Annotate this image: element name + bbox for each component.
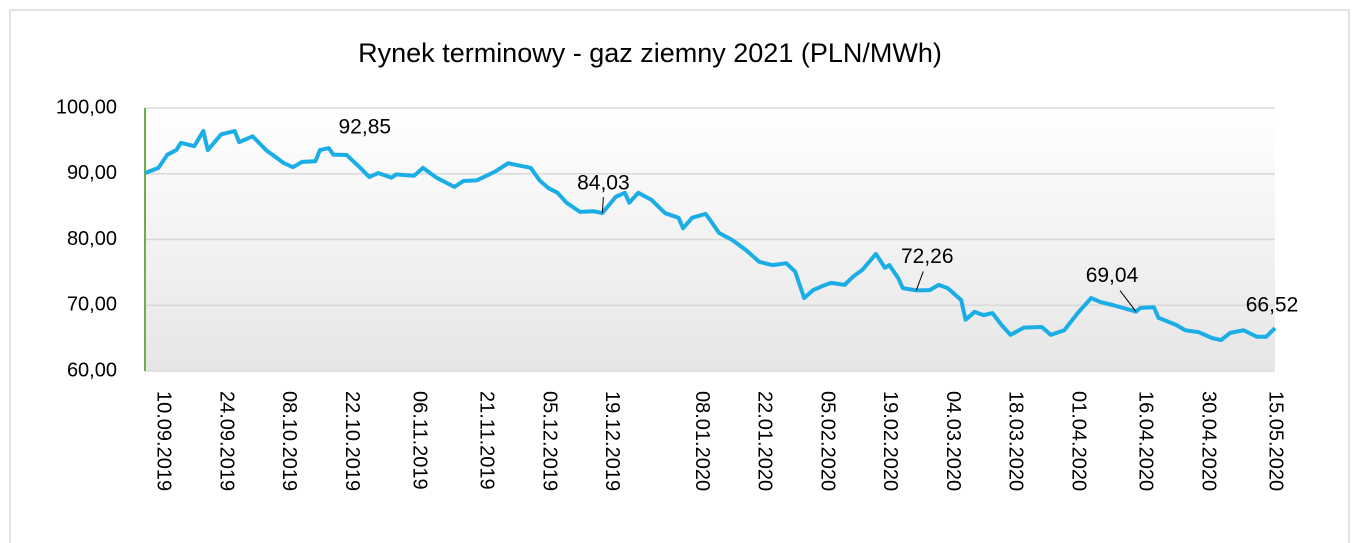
y-tick-label: 60,00 — [67, 359, 117, 381]
annotation-label: 84,03 — [577, 172, 630, 195]
y-tick-label: 100,00 — [56, 96, 117, 118]
annotation-leader — [601, 196, 604, 214]
x-tick-label: 05.02.2020 — [816, 391, 838, 491]
y-tick-label: 90,00 — [67, 162, 117, 184]
data-line — [144, 129, 1277, 343]
annotation-label: 92,85 — [339, 116, 392, 139]
annotation-label: 66,52 — [1246, 294, 1299, 317]
x-tick-label: 10.09.2019 — [153, 391, 175, 491]
annotation-leader — [1119, 290, 1137, 312]
x-tick-label: 22.01.2020 — [754, 391, 776, 491]
x-tick-label: 04.03.2020 — [942, 391, 964, 491]
x-tick-label: 19.02.2020 — [879, 391, 901, 491]
x-tick-label: 30.04.2020 — [1197, 391, 1219, 491]
annotation-label: 69,04 — [1086, 264, 1139, 287]
x-tick-label: 05.12.2019 — [538, 391, 560, 491]
x-tick-label: 22.10.2019 — [341, 391, 363, 491]
x-tick-label: 18.03.2020 — [1005, 391, 1027, 491]
chart-border — [9, 9, 1350, 543]
x-tick-label: 08.01.2020 — [691, 391, 713, 491]
x-tick-label: 08.10.2019 — [278, 391, 300, 491]
x-tick-label: 15.05.2020 — [1265, 391, 1287, 491]
x-tick-label: 16.04.2020 — [1135, 391, 1157, 491]
y-tick-label: 70,00 — [67, 294, 117, 316]
chart-title: Rynek terminowy - gaz ziemny 2021 (PLN/M… — [358, 38, 942, 68]
x-tick-label: 21.11.2019 — [476, 391, 498, 490]
annotation-leader — [915, 271, 924, 291]
x-tick-label: 01.04.2020 — [1067, 391, 1089, 491]
y-tick-label: 80,00 — [67, 228, 117, 250]
annotation-label: 72,26 — [901, 245, 954, 268]
x-tick-label: 24.09.2019 — [215, 391, 237, 491]
x-tick-label: 06.11.2019 — [408, 391, 430, 490]
x-tick-label: 19.12.2019 — [601, 391, 623, 491]
